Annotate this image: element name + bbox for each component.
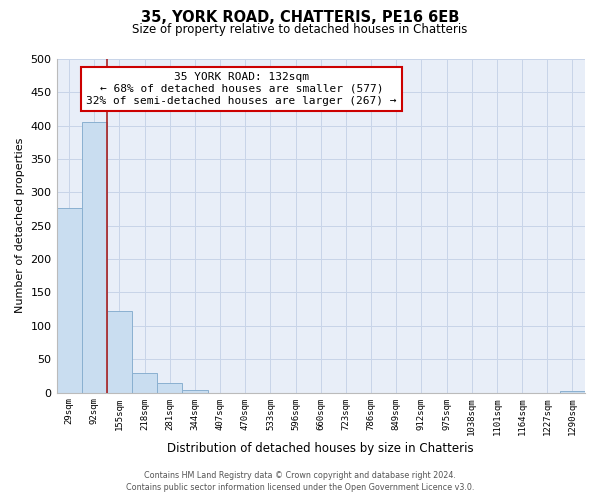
Text: 35 YORK ROAD: 132sqm
← 68% of detached houses are smaller (577)
32% of semi-deta: 35 YORK ROAD: 132sqm ← 68% of detached h…: [86, 72, 397, 106]
Text: Size of property relative to detached houses in Chatteris: Size of property relative to detached ho…: [133, 22, 467, 36]
Bar: [107, 311, 132, 392]
Text: 35, YORK ROAD, CHATTERIS, PE16 6EB: 35, YORK ROAD, CHATTERIS, PE16 6EB: [141, 10, 459, 25]
X-axis label: Distribution of detached houses by size in Chatteris: Distribution of detached houses by size …: [167, 442, 474, 455]
Bar: [56, 208, 82, 392]
Bar: [560, 391, 585, 392]
Text: Contains HM Land Registry data © Crown copyright and database right 2024.
Contai: Contains HM Land Registry data © Crown c…: [126, 471, 474, 492]
Bar: [157, 382, 182, 392]
Bar: [132, 373, 157, 392]
Y-axis label: Number of detached properties: Number of detached properties: [15, 138, 25, 314]
Bar: [182, 390, 208, 392]
Bar: [82, 122, 107, 392]
